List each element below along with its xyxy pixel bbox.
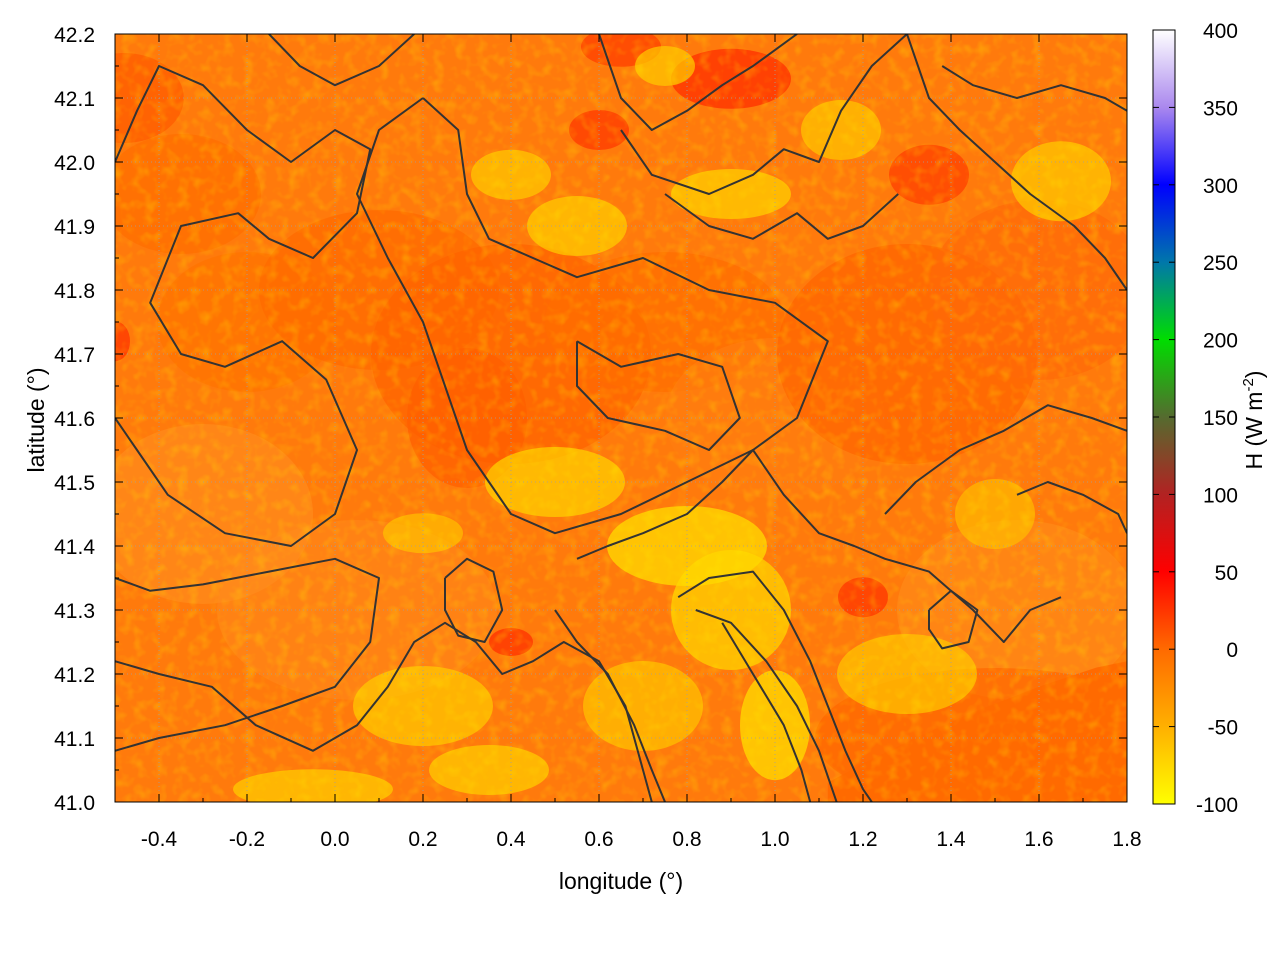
- x-tick-label: 0.8: [672, 828, 701, 851]
- y-tick-label: 41.1: [54, 728, 95, 751]
- x-tick-label: 1.6: [1024, 828, 1053, 851]
- x-tick-label: 0.0: [320, 828, 349, 851]
- contour-line: [721, 622, 812, 802]
- y-tick-label: 41.9: [54, 216, 95, 239]
- x-tick-label: -0.4: [141, 828, 178, 851]
- y-axis-title: latitude (°): [23, 367, 49, 472]
- y-tick-label: 41.2: [54, 664, 95, 687]
- x-tick-label: 0.6: [584, 828, 613, 851]
- colorbar-title-superscript: -2: [1240, 378, 1257, 391]
- contour-line: [1016, 481, 1127, 534]
- colorbar-tick-label: 100: [1203, 484, 1238, 507]
- colorbar-title-suffix: ): [1241, 371, 1267, 379]
- x-tick-label: 1.4: [936, 828, 966, 851]
- colorbar-tick-label: -50: [1208, 717, 1238, 740]
- colorbar-tick-label: 300: [1203, 175, 1238, 198]
- x-tick-label: 1.8: [1112, 828, 1141, 851]
- x-tick-label: 0.2: [408, 828, 437, 851]
- colorbar-tick-label: 150: [1203, 407, 1238, 430]
- contour-lines: [115, 34, 1127, 802]
- contour-line: [268, 34, 415, 87]
- contour-line: [677, 570, 873, 802]
- x-tick-label: 1.0: [760, 828, 789, 851]
- y-axis: 41.0 41.1 41.2 41.3 41.4 41.5 41.6 41.7 41.8 41.9…: [54, 24, 1127, 815]
- y-tick-label: 42.1: [54, 88, 95, 111]
- contour-line: [695, 609, 838, 802]
- y-tick-label: 41.5: [54, 472, 95, 495]
- colorbar-ticks: 400 350 300 250 200 150 100 50 0 -50 -100: [1153, 20, 1238, 817]
- y-tick-label: 41.4: [54, 536, 95, 559]
- x-tick-label: 1.2: [848, 828, 877, 851]
- x-axis: -0.4 -0.2 0.0 0.2 0.4 0.6 0.8 1.0 1.2 1.4 1.6 1.8: [114, 34, 1142, 851]
- colorbar-tick-label: 0: [1226, 639, 1238, 662]
- contour-line: [941, 65, 1127, 112]
- y-tick-label: 42.0: [54, 152, 95, 175]
- contour-line: [115, 65, 372, 547]
- contour-line: [664, 193, 899, 240]
- colorbar-tick-label: 200: [1203, 330, 1238, 353]
- colorbar-tick-label: 250: [1203, 252, 1238, 275]
- x-axis-title: longitude (°): [559, 868, 683, 894]
- y-tick-label: 42.2: [54, 24, 95, 47]
- y-tick-label: 41.3: [54, 600, 95, 623]
- contour-line: [554, 609, 666, 802]
- colorbar-title: H (W m-2): [1240, 371, 1267, 470]
- colorbar-title-prefix: H (W m: [1241, 392, 1267, 470]
- plot-area: [115, 34, 1127, 802]
- colorbar-tick-label: 50: [1215, 562, 1238, 585]
- contour-line: [928, 589, 979, 650]
- contour-line: [444, 557, 504, 643]
- contour-line: [576, 340, 741, 451]
- colorbar-tick-label: -100: [1196, 794, 1238, 817]
- contour-line: [115, 557, 380, 752]
- y-tick-label: 41.0: [54, 792, 95, 815]
- colorbar-tick-label: 350: [1203, 97, 1238, 120]
- x-tick-label: 0.4: [496, 828, 526, 851]
- contour-line: [576, 449, 1062, 643]
- contour-line: [598, 34, 798, 131]
- y-tick-label: 41.6: [54, 408, 95, 431]
- x-tick-label: -0.2: [229, 828, 265, 851]
- contour-line: [620, 34, 908, 195]
- y-tick-label: 41.8: [54, 280, 95, 303]
- colorbar-tick-label: 400: [1203, 20, 1238, 43]
- contour-line: [906, 34, 1127, 291]
- y-tick-label: 41.7: [54, 344, 95, 367]
- contour-line: [884, 404, 1127, 515]
